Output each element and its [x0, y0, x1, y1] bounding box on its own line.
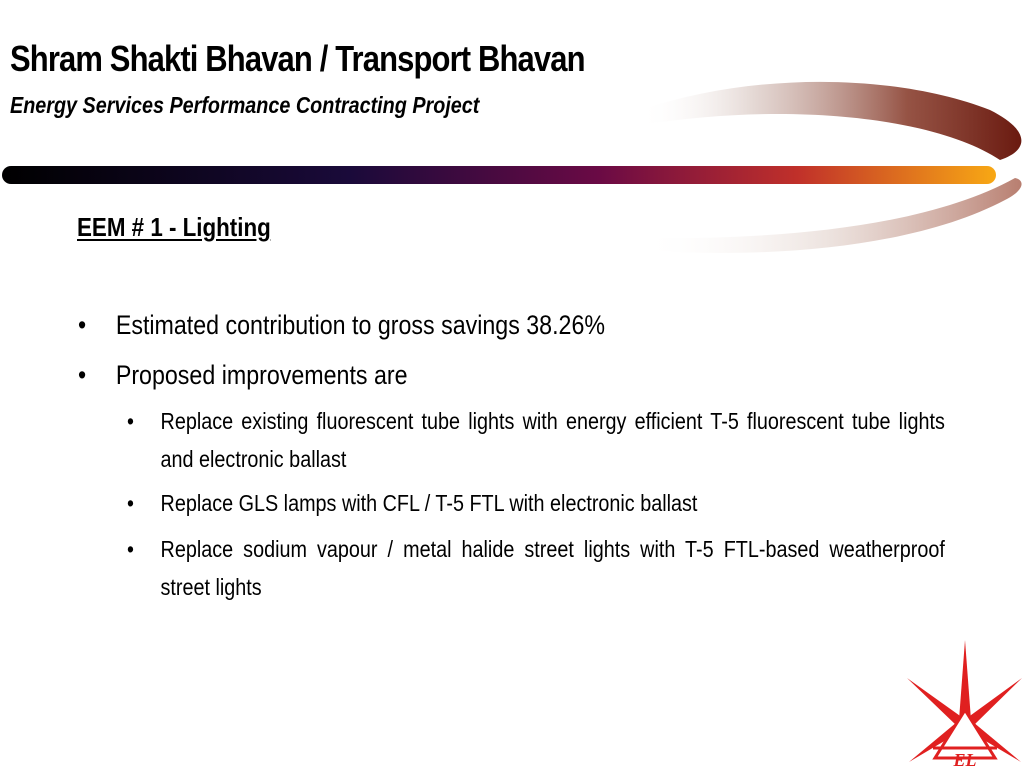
bullet-item: • Proposed improvements are — [78, 359, 408, 391]
header-swoosh-decoration — [2, 81, 1022, 253]
sub-bullet-item: • Replace existing fluorescent tube ligh… — [127, 402, 945, 478]
bullet-marker: • — [78, 310, 87, 340]
bullet-marker: • — [78, 360, 87, 390]
sub-bullet-text: Replace GLS lamps with CFL / T-5 FTL wit… — [160, 490, 698, 516]
logo-lettering: EL — [952, 750, 976, 768]
sub-bullet-text: Replace sodium vapour / metal halide str… — [160, 536, 945, 600]
bullet-item: • Estimated contribution to gross savings… — [78, 309, 605, 341]
section-heading: EEM # 1 - Lighting — [77, 212, 271, 242]
bullet-text: Proposed improvements are — [115, 360, 408, 390]
sub-bullet-item: • Replace GLS lamps with CFL / T-5 FTL w… — [127, 484, 944, 522]
slide-title: Shram Shakti Bhavan / Transport Bhavan — [10, 38, 586, 79]
sub-bullet-text: Replace existing fluorescent tube lights… — [160, 408, 945, 472]
sub-bullet-marker: • — [127, 408, 134, 434]
sub-bullet-marker: • — [127, 536, 134, 562]
slide-subtitle: Energy Services Performance Contracting … — [10, 92, 480, 118]
sub-bullet-item: • Replace sodium vapour / metal halide s… — [127, 530, 945, 606]
star-logo-icon: EL — [907, 640, 1022, 768]
bullet-text: Estimated contribution to gross savings … — [115, 310, 606, 340]
sub-bullet-marker: • — [127, 490, 134, 516]
